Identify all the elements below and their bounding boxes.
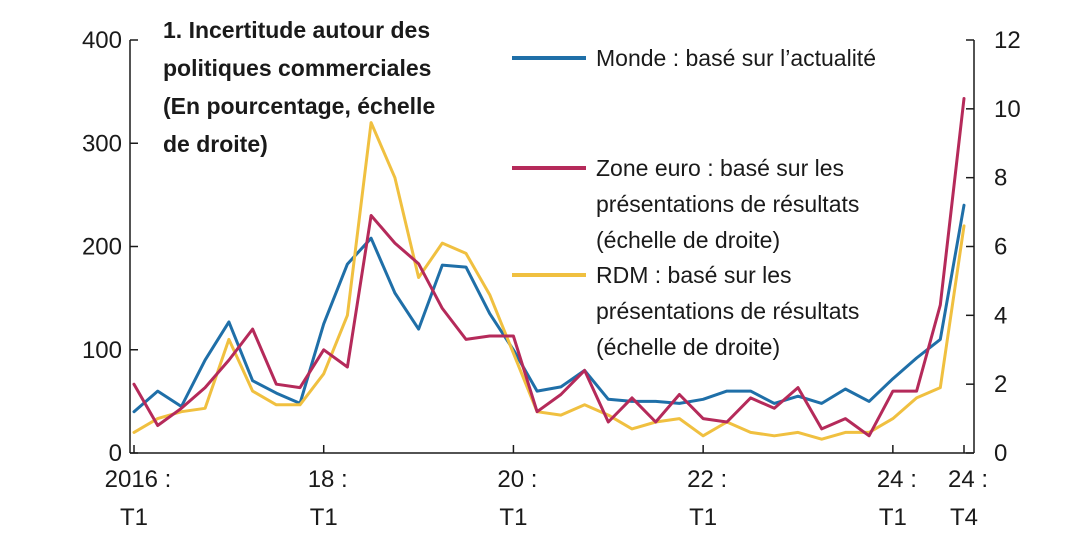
right-tick-label: 4 (994, 302, 1007, 329)
legend-label: (échelle de droite) (596, 334, 780, 360)
legend-label: (échelle de droite) (596, 227, 780, 253)
x-tick-label-quarter: T1 (689, 504, 717, 531)
chart-title-line: politiques commerciales (163, 55, 431, 81)
legend-label: présentations de résultats (596, 298, 859, 324)
right-tick-label: 8 (994, 165, 1007, 192)
right-tick-label: 12 (994, 27, 1021, 54)
x-tick-label-quarter: T1 (310, 504, 338, 531)
left-tick-label: 400 (82, 27, 122, 54)
x-tick-label: 24 : (877, 466, 917, 493)
series-layer (132, 97, 966, 441)
series-line-3 (132, 121, 966, 441)
series-line-2 (132, 97, 966, 438)
chart-title-line: de droite) (163, 131, 268, 157)
right-tick-label: 10 (994, 96, 1021, 123)
x-tick-label: 2016 : (105, 466, 172, 493)
x-tick-label-quarter: T1 (499, 504, 527, 531)
left-tick-label: 300 (82, 130, 122, 157)
x-tick-label-quarter: T4 (950, 504, 978, 531)
x-tick-label-quarter: T1 (120, 504, 148, 531)
chart-title-line: (En pourcentage, échelle (163, 93, 435, 119)
x-tick-label: 18 : (308, 466, 348, 493)
legend: Monde : basé sur l’actualité Zone euro : … (512, 45, 876, 360)
legend-label: RDM : basé sur les (596, 262, 792, 288)
right-tick-label: 0 (994, 440, 1007, 467)
right-tick-label: 2 (994, 371, 1007, 398)
x-tick-label: 24 : (948, 466, 988, 493)
x-tick-label: 20 : (497, 466, 537, 493)
chart-title-line: 1. Incertitude autour des (163, 17, 430, 43)
x-tick-label: 22 : (687, 466, 727, 493)
x-tick-label-quarter: T1 (879, 504, 907, 531)
left-tick-label: 200 (82, 234, 122, 261)
left-tick-label: 0 (109, 440, 122, 467)
legend-label: Monde : basé sur l’actualité (596, 45, 876, 71)
legend-label: Zone euro : basé sur les (596, 155, 844, 181)
right-tick-label: 6 (994, 234, 1007, 261)
left-tick-label: 100 (82, 337, 122, 364)
series-line-1 (132, 203, 966, 414)
legend-label: présentations de résultats (596, 191, 859, 217)
axes-layer: 0 100 200 300 400 0 2 4 6 8 10 12 2016 : T1 18 : T1 20 :… (82, 27, 1021, 531)
chart-title: 1. Incertitude autour des politiques comm… (163, 17, 435, 157)
